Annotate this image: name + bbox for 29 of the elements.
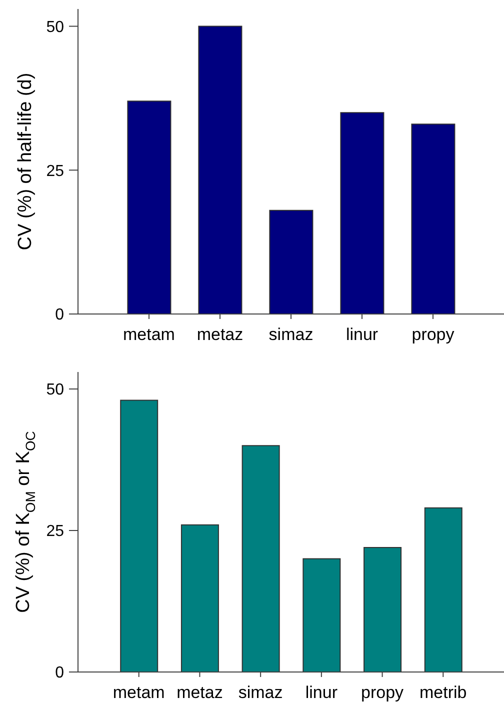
bar [411,124,456,314]
x-tick-label: linur [305,683,338,702]
y-tick-label: 25 [46,162,64,180]
y-tick-label: 50 [46,382,64,399]
bar [269,210,314,314]
bar [340,112,384,314]
x-tick-label: metaz [176,683,223,702]
x-tick-label: propy [361,683,404,702]
y-tick-label: 25 [46,523,64,540]
y-axis-title: CV (%) of half-life (d) [14,72,36,250]
bar [120,400,158,672]
bar [242,445,280,672]
x-tick-label: propy [412,325,455,344]
x-tick-label: metaz [196,325,244,344]
y-tick-label: 0 [55,664,64,682]
y-tick-label: 50 [46,18,64,36]
x-tick-label: linur [346,325,378,344]
x-tick-label: metam [112,683,165,702]
bar [180,524,219,672]
bar [127,100,172,314]
bar [198,26,242,314]
x-tick-label: simaz [238,683,283,702]
bar [302,558,341,672]
bar [364,546,402,672]
bar [424,507,462,672]
x-tick-label: metam [123,325,175,344]
x-tick-label: metrib [420,683,467,702]
x-tick-label: simaz [268,325,314,344]
y-tick-label: 0 [55,306,64,324]
